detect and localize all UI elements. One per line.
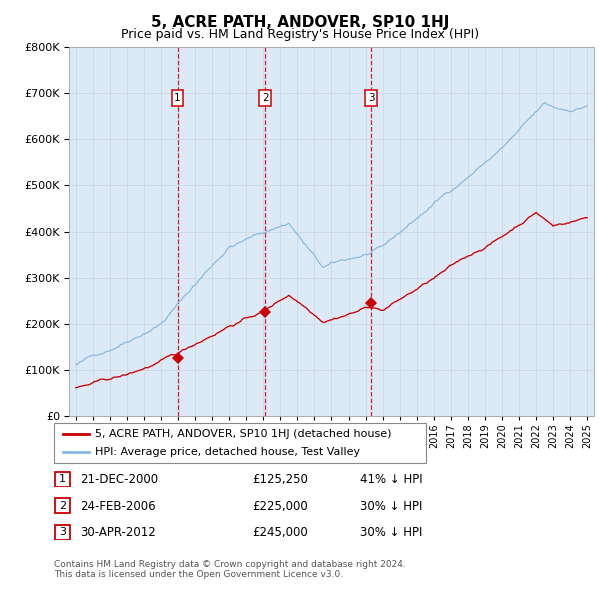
Text: 3: 3: [368, 93, 374, 103]
Text: 1: 1: [174, 93, 181, 103]
Text: HPI: Average price, detached house, Test Valley: HPI: Average price, detached house, Test…: [95, 447, 360, 457]
Text: 2: 2: [262, 93, 269, 103]
Text: 30% ↓ HPI: 30% ↓ HPI: [360, 526, 422, 539]
Text: Contains HM Land Registry data © Crown copyright and database right 2024.
This d: Contains HM Land Registry data © Crown c…: [54, 560, 406, 579]
FancyBboxPatch shape: [54, 423, 426, 463]
Text: 41% ↓ HPI: 41% ↓ HPI: [360, 473, 422, 486]
Text: 1: 1: [59, 474, 66, 484]
Text: 2: 2: [59, 501, 66, 510]
Text: 30% ↓ HPI: 30% ↓ HPI: [360, 500, 422, 513]
Text: 3: 3: [59, 527, 66, 537]
Text: 5, ACRE PATH, ANDOVER, SP10 1HJ (detached house): 5, ACRE PATH, ANDOVER, SP10 1HJ (detache…: [95, 429, 391, 439]
Text: £245,000: £245,000: [252, 526, 308, 539]
FancyBboxPatch shape: [55, 471, 70, 487]
Text: 5, ACRE PATH, ANDOVER, SP10 1HJ: 5, ACRE PATH, ANDOVER, SP10 1HJ: [151, 15, 449, 30]
Text: Price paid vs. HM Land Registry's House Price Index (HPI): Price paid vs. HM Land Registry's House …: [121, 28, 479, 41]
Text: £225,000: £225,000: [252, 500, 308, 513]
FancyBboxPatch shape: [55, 498, 70, 513]
Text: 24-FEB-2006: 24-FEB-2006: [80, 500, 155, 513]
Text: £125,250: £125,250: [252, 473, 308, 486]
FancyBboxPatch shape: [55, 525, 70, 540]
Text: 21-DEC-2000: 21-DEC-2000: [80, 473, 158, 486]
Text: 30-APR-2012: 30-APR-2012: [80, 526, 155, 539]
